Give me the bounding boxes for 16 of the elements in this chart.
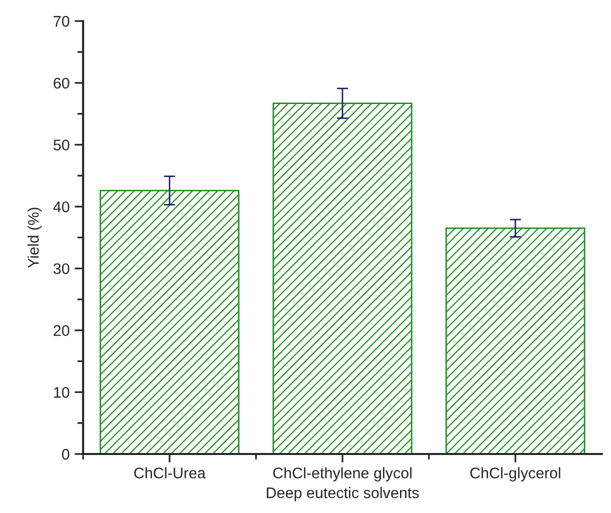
x-tick-label: ChCl-Urea: [134, 467, 206, 478]
bar: [100, 190, 240, 454]
x-tick-label: ChCl-glycerol: [470, 467, 560, 482]
x-axis-title: Deep eutectic solvents: [266, 486, 419, 502]
y-tick-label: 60: [54, 78, 70, 89]
y-tick-label: 50: [54, 140, 70, 150]
y-tick-label: 20: [54, 325, 70, 336]
y-tick-label: 10: [54, 387, 70, 398]
y-tick-label: 0: [62, 448, 70, 460]
x-tick-label: ChCl-ethylene glycol: [273, 467, 412, 482]
y-tick-label: 40: [53, 201, 70, 212]
bar: [272, 102, 412, 454]
bar: [446, 228, 586, 454]
y-axis-title: Yield (%): [28, 208, 42, 268]
y-tick-label: 30: [53, 263, 70, 274]
y-tick-label: 70: [54, 16, 70, 27]
